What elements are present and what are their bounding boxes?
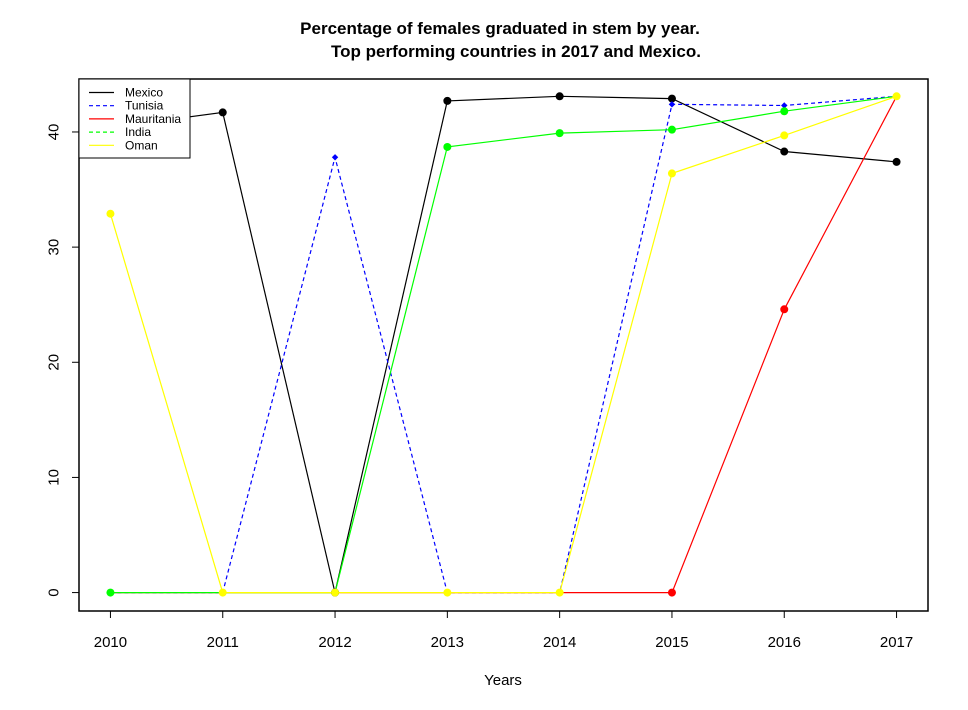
data-point-oman-2010	[106, 209, 115, 218]
data-point-oman-2013	[443, 588, 452, 597]
x-tick-label-2017: 2017	[880, 634, 913, 651]
data-point-mauritania-2015	[667, 588, 676, 597]
y-tick-label-10: 10	[46, 469, 63, 486]
series-line-oman	[109, 95, 897, 594]
data-point-oman-2014	[555, 588, 564, 597]
data-point-india-2013	[443, 142, 452, 151]
legend-label-mexico: Mexico	[125, 86, 163, 100]
data-point-mexico-2011	[218, 108, 227, 117]
series-lines	[109, 95, 898, 594]
x-tick-label-2015: 2015	[655, 634, 688, 651]
data-point-oman-2017	[892, 92, 901, 101]
data-point-india-2016	[780, 107, 789, 116]
data-point-tunisia-2016	[781, 102, 788, 109]
data-point-mauritania-2016	[780, 305, 789, 314]
x-tick-label-2013: 2013	[431, 634, 464, 651]
data-point-mexico-2013	[443, 96, 452, 105]
chart-title-line-1: Percentage of females graduated in stem …	[300, 19, 700, 38]
data-point-mexico-2016	[780, 147, 789, 156]
legend-label-india: India	[125, 125, 151, 139]
legend-label-tunisia: Tunisia	[125, 99, 164, 113]
data-point-india-2015	[667, 125, 676, 134]
y-tick-label-40: 40	[45, 124, 62, 141]
x-tick-label-2014: 2014	[543, 634, 576, 651]
data-point-mexico-2015	[667, 94, 676, 103]
y-tick-label-20: 20	[45, 354, 62, 371]
x-axis: 2010 2011 2012 2013 2014 2015 2016 2017	[94, 611, 913, 651]
x-tick-label-2010: 2010	[94, 634, 127, 651]
y-tick-label-0: 0	[45, 588, 62, 596]
x-tick-label-2011: 2011	[207, 634, 239, 651]
data-point-india-2014	[555, 129, 564, 138]
data-point-india-2010	[106, 588, 115, 597]
x-axis-label: Years	[484, 672, 522, 689]
series-line-mexico	[110, 95, 897, 593]
data-point-oman-2011	[218, 588, 227, 597]
data-point-oman-2015	[667, 169, 676, 178]
legend-label-mauritania: Mauritania	[125, 112, 181, 126]
x-tick-label-2016: 2016	[768, 634, 801, 651]
chart-title-line-2: Top performing countries in 2017 and Mex…	[331, 42, 701, 61]
series-markers	[106, 92, 901, 597]
data-point-mexico-2014	[555, 92, 564, 101]
data-point-oman-2016	[780, 131, 789, 140]
plot-frame	[78, 78, 929, 612]
data-point-oman-2012	[331, 588, 340, 597]
legend-label-oman: Oman	[125, 138, 158, 152]
y-tick-label-30: 30	[46, 239, 63, 256]
data-point-tunisia-2012	[331, 154, 339, 161]
x-tick-label-2012: 2012	[318, 634, 351, 651]
data-point-tunisia-2015	[668, 101, 676, 108]
data-point-mexico-2017	[892, 157, 901, 166]
y-axis: 0 10 20 30 40	[45, 124, 79, 597]
